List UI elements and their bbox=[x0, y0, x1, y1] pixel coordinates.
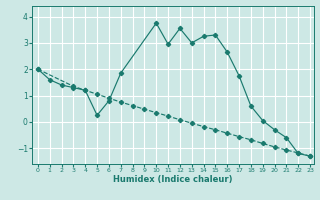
X-axis label: Humidex (Indice chaleur): Humidex (Indice chaleur) bbox=[113, 175, 233, 184]
